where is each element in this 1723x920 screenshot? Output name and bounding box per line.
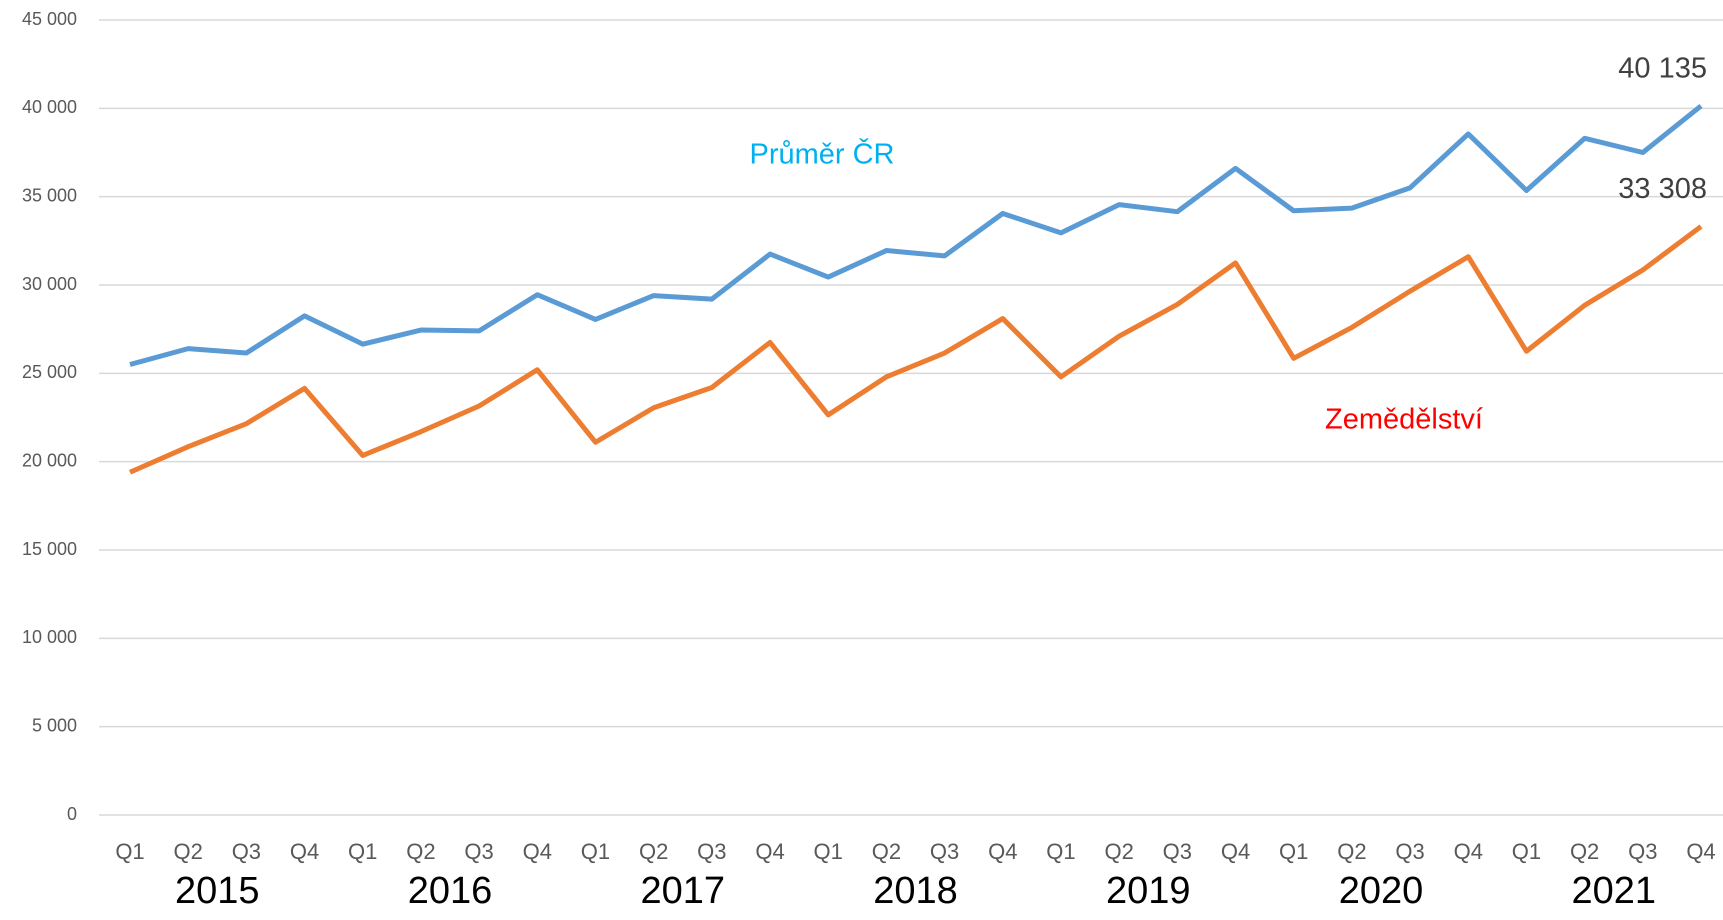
y-tick-label: 30 000	[22, 274, 77, 294]
year-label: 2020	[1339, 870, 1424, 912]
x-tick-label: Q4	[1221, 839, 1250, 864]
x-tick-label: Q3	[232, 839, 261, 864]
y-tick-label: 40 000	[22, 97, 77, 117]
year-label: 2017	[640, 870, 725, 912]
series-label: Průměr ČR	[749, 137, 894, 171]
year-label: 2021	[1571, 870, 1656, 912]
x-tick-label: Q2	[1104, 839, 1133, 864]
x-tick-label: Q1	[581, 839, 610, 864]
y-tick-label: 10 000	[22, 627, 77, 647]
x-tick-label: Q4	[523, 839, 552, 864]
x-tick-label: Q1	[1512, 839, 1541, 864]
x-tick-label: Q3	[1163, 839, 1192, 864]
data-label: 40 135	[1618, 53, 1707, 85]
x-tick-label: Q1	[348, 839, 377, 864]
x-tick-label: Q1	[1046, 839, 1075, 864]
x-tick-label: Q2	[1337, 839, 1366, 864]
year-label: 2019	[1106, 870, 1191, 912]
x-tick-label: Q2	[1570, 839, 1599, 864]
x-tick-label: Q2	[406, 839, 435, 864]
x-tick-label: Q3	[930, 839, 959, 864]
x-tick-label: Q2	[872, 839, 901, 864]
x-tick-label: Q4	[988, 839, 1017, 864]
x-tick-label: Q1	[814, 839, 843, 864]
y-tick-label: 45 000	[22, 9, 77, 29]
x-tick-label: Q3	[464, 839, 493, 864]
x-tick-label: Q4	[1454, 839, 1483, 864]
y-tick-label: 20 000	[22, 450, 77, 470]
y-tick-label: 35 000	[22, 185, 77, 205]
year-label: 2015	[175, 870, 260, 912]
x-tick-label: Q3	[697, 839, 726, 864]
x-tick-label: Q1	[115, 839, 144, 864]
x-tick-label: Q2	[639, 839, 668, 864]
y-tick-label: 0	[67, 804, 77, 824]
x-tick-label: Q2	[174, 839, 203, 864]
y-tick-label: 25 000	[22, 362, 77, 382]
y-tick-label: 15 000	[22, 539, 77, 559]
series-label: Zemědělství	[1325, 404, 1483, 436]
series-line	[129, 103, 1703, 367]
x-tick-label: Q4	[1686, 839, 1715, 864]
x-tick-label: Q3	[1395, 839, 1424, 864]
year-label: 2018	[873, 870, 958, 912]
x-tick-label: Q3	[1628, 839, 1657, 864]
x-tick-label: Q1	[1279, 839, 1308, 864]
year-label: 2016	[408, 870, 493, 912]
x-tick-label: Q4	[290, 839, 319, 864]
data-label: 33 308	[1618, 173, 1707, 205]
y-tick-label: 5 000	[32, 715, 77, 735]
x-tick-label: Q4	[755, 839, 784, 864]
series-line	[128, 224, 1703, 475]
